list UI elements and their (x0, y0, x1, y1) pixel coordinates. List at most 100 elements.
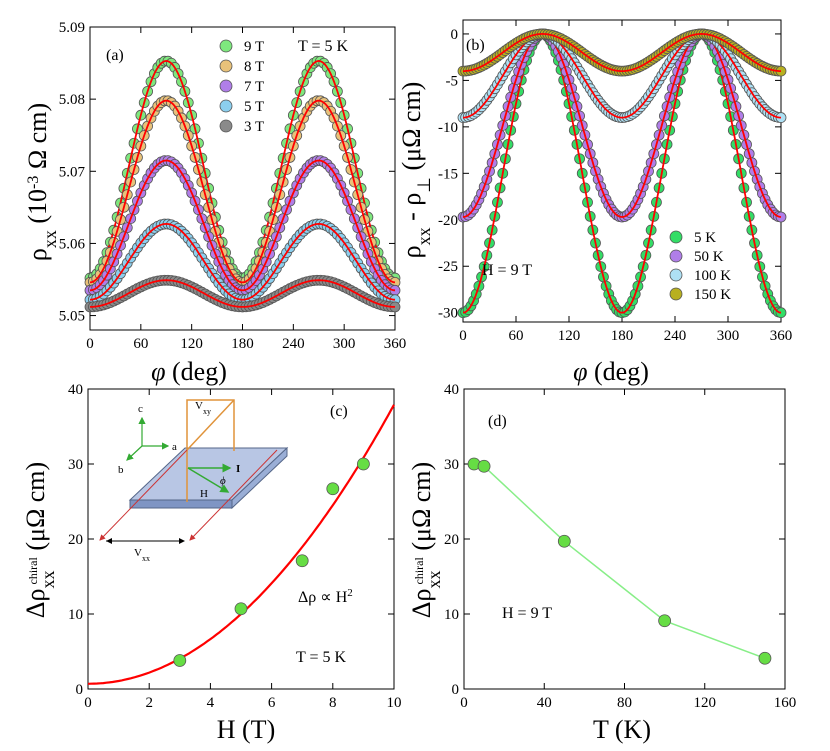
panel-b-legend-label: 100 K (694, 268, 731, 284)
panel-b-ylabel: ρxx - ρ⊥ (μΩ cm) (397, 82, 434, 259)
panel-a-legend-label: 8 T (244, 59, 264, 75)
panel-b-ytick-label: -5 (446, 73, 459, 89)
panel-a-legend-label: 7 T (244, 79, 264, 95)
panel-a-xtick-label: 300 (333, 336, 356, 352)
panel-a-legend-label: 5 T (244, 99, 264, 115)
panel-b-legend-label: 150 K (694, 287, 731, 303)
panel-a-legend-marker (219, 119, 233, 133)
panel-a-fit-line (89, 159, 396, 292)
panel-a-ylabel: ρxx (10-3 Ω cm) (23, 103, 60, 261)
panel-b-xtick-label: 60 (509, 328, 524, 344)
panel-d-ylabel: Δρxxchiral (μΩ cm) (407, 462, 444, 618)
panel-d-line (473, 463, 766, 660)
panel-c-xtick-label: 6 (268, 695, 276, 711)
panel-b-point (775, 307, 787, 319)
panel-a-legend-marker (219, 39, 233, 53)
panel-a-legend-marker (219, 99, 233, 113)
panel-c-xtick-label: 10 (387, 695, 402, 711)
panel-c-point (173, 654, 187, 667)
panel-b-legend-marker (669, 287, 683, 301)
panel-c-point (295, 554, 309, 568)
panel-c-point (234, 602, 248, 616)
panel-c-fit-line (87, 404, 395, 685)
panel-d-point (557, 534, 571, 548)
panel-d-point (658, 614, 672, 628)
panel-c-xtick-label: 4 (207, 695, 215, 711)
panel-d-ytick-label: 10 (444, 607, 459, 623)
panel-a-ytick-label: 5.08 (59, 92, 85, 108)
panel-b-ytick-label: -10 (438, 120, 458, 136)
field-label: H (200, 488, 208, 500)
panel-a-legend-label: 3 T (244, 119, 264, 135)
panel-a-annotation: T = 5 K (298, 38, 349, 55)
panel-a-xtick-label: 240 (282, 336, 305, 352)
panel-c-annotation: T = 5 K (296, 649, 347, 666)
panel-c-xtick-label: 0 (84, 695, 92, 711)
panel-d-frame (463, 388, 786, 690)
panel-c-chart: 0 2 4 6 8 10 0 10 20 30 40 (68, 382, 402, 711)
panel-c-inset-diagram: c a b Vxy Vxx I H ϕ (99, 399, 289, 563)
panel-a-legend-marker (219, 79, 233, 93)
panel-d-annotation: H = 9 T (502, 605, 552, 622)
panel-b-ytick-label: -25 (438, 259, 458, 275)
panel-a-ytick-label: 5.07 (59, 164, 86, 180)
axis-c-label: c (138, 403, 143, 415)
panel-a-xtick-label: 120 (180, 336, 203, 352)
panel-b-legend-marker (669, 230, 683, 244)
current-label: I (236, 463, 240, 475)
panel-a-xtick-label: 60 (133, 336, 148, 352)
panel-d-tag: (d) (488, 413, 507, 430)
panel-c-ytick-label: 20 (68, 532, 83, 548)
panel-a-fit-line (89, 99, 396, 284)
panel-d-chart: 0 40 80 120 160 0 10 20 30 40 (444, 382, 796, 711)
panel-c-ytick-label: 0 (76, 682, 84, 698)
panel-c-tag: (c) (330, 403, 348, 420)
panel-b-legend-marker (669, 249, 683, 263)
panel-c-xlabel: H (T) (217, 715, 275, 744)
panel-b-xtick-label: 360 (770, 328, 793, 344)
panel-d-xlabel: T (K) (593, 715, 651, 744)
panel-c-frame (87, 388, 395, 690)
crystal-side-face (231, 446, 288, 510)
panel-d-ytick-label: 40 (444, 382, 459, 398)
vxx-right-lead (189, 449, 278, 541)
panel-b-legend-label: 5 K (694, 230, 716, 246)
panel-c-fit-label: Δρ ∝ H2 (298, 587, 353, 606)
vxy-label: Vxy (195, 400, 211, 416)
axis-b-arrow (126, 445, 143, 461)
panel-d-xtick-label: 120 (694, 695, 717, 711)
axis-b-label: b (118, 464, 124, 476)
panel-a-xtick-label: 180 (231, 336, 254, 352)
vxy-lead-diagonal (186, 399, 235, 451)
panel-b-xtick-label: 120 (558, 328, 581, 344)
panel-b-xlabel: φ (deg) (573, 357, 649, 386)
vxx-label: Vxx (134, 547, 150, 563)
panel-d-xtick-label: 40 (537, 695, 552, 711)
panel-b-fit-line (462, 32, 782, 119)
panel-d-ytick-label: 30 (444, 457, 459, 473)
panel-a-tag: (a) (106, 47, 124, 64)
panel-b-xtick-label: 0 (459, 328, 467, 344)
panel-d-xtick-label: 80 (617, 695, 632, 711)
panel-c-ytick-label: 10 (68, 607, 83, 623)
panel-b-legend-label: 50 K (694, 249, 724, 265)
panel-c-ylabel: Δρxxchiral (μΩ cm) (21, 462, 58, 618)
panel-b-legend-marker (669, 268, 683, 282)
panel-a-chart: 0 60 120 180 240 300 360 5.05 5.06 5.07 5.08 5.09 9 … (59, 20, 407, 352)
panel-b-tag: (b) (466, 37, 485, 54)
panel-a-xtick-label: 0 (86, 336, 94, 352)
panel-c-xtick-label: 2 (145, 695, 153, 711)
panel-a-fit-line (89, 222, 396, 301)
panel-d-xtick-label: 160 (774, 695, 797, 711)
field-arrow (187, 467, 230, 493)
panel-c-point (356, 457, 370, 471)
panel-c-ytick-label: 40 (68, 382, 83, 398)
panel-b-ytick-label: -15 (438, 166, 458, 182)
panel-a-xlabel: φ (deg) (151, 357, 227, 386)
panel-a-ytick-label: 5.09 (59, 20, 85, 36)
panel-a-legend-marker (219, 59, 233, 73)
panel-a-legend-label: 9 T (244, 39, 264, 55)
panel-c-xtick-label: 8 (329, 695, 337, 711)
vxx-left-lead (99, 449, 188, 541)
